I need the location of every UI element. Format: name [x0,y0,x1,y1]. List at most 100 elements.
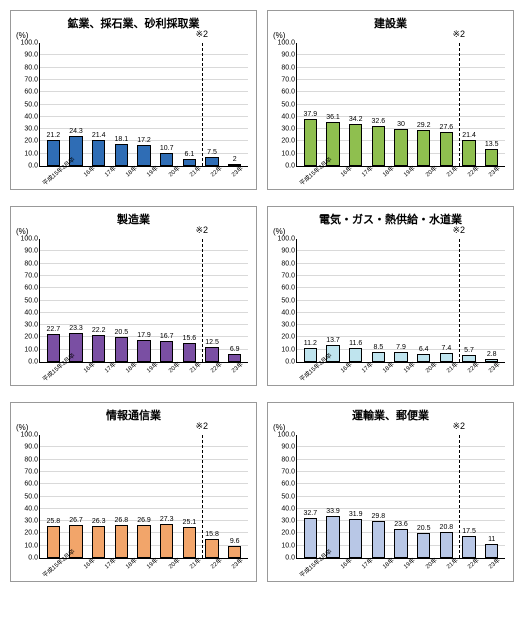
y-tick-label: 50.0 [24,493,40,500]
bar [304,518,317,558]
bar [47,334,60,362]
bar-value-label: 27.6 [440,124,454,131]
bar [440,532,453,558]
x-labels: 平成15年3月卒16年17年18年19年20年21年22年23年 [296,167,505,187]
y-tick-label: 80.0 [24,260,40,267]
bar [462,140,475,166]
bar-wrap: 24.3 [65,43,88,166]
bars-container: 32.733.931.929.823.620.520.817.511 [297,435,505,558]
bar-value-label: 34.2 [349,116,363,123]
bar-value-label: 15.8 [205,531,219,538]
bar [394,529,407,558]
y-tick-label: 90.0 [24,248,40,255]
annotation-text: ※2 [195,421,208,432]
bar-wrap: 31.9 [344,435,367,558]
bar [160,153,173,166]
bar-wrap: 22.7 [42,239,65,362]
bar [137,340,150,362]
y-tick-label: 10.0 [24,542,40,549]
bar [183,527,196,558]
y-tick-label: 50.0 [281,493,297,500]
bar-value-label: 17.5 [462,528,476,535]
bar [304,119,317,166]
bar-value-label: 32.7 [304,510,318,517]
bar-value-label: 31.9 [349,511,363,518]
bar [47,526,60,558]
split-dashed-line [202,43,203,166]
bar-value-label: 29.2 [417,122,431,129]
y-tick-label: 40.0 [281,309,297,316]
bar-value-label: 6.1 [185,151,195,158]
chart-panel: 鉱業、採石業、砂利採取業(%)0.010.020.030.040.050.060… [10,10,257,190]
bar-value-label: 11.2 [304,340,317,347]
bar [47,140,60,166]
bar-value-label: 13.5 [485,141,499,148]
annotation-text: ※2 [195,225,208,236]
bar-value-label: 26.8 [115,517,129,524]
bar-wrap: 17.5 [458,435,481,558]
bar [115,525,128,558]
bar-wrap: 22.2 [87,239,110,362]
bar-wrap: 29.8 [367,435,390,558]
y-tick-label: 20.0 [24,334,40,341]
bar-wrap: 37.9 [299,43,322,166]
y-tick-label: 10.0 [281,346,297,353]
bar-wrap: 26.7 [65,435,88,558]
chart-title: 情報通信業 [11,403,256,424]
chart-panel: 製造業(%)0.010.020.030.040.050.060.070.080.… [10,206,257,386]
bar-wrap: 2 [223,43,246,166]
y-tick-label: 30.0 [24,518,40,525]
bar-value-label: 2.8 [487,351,497,358]
bar-wrap: 23.3 [65,239,88,362]
y-tick-label: 40.0 [281,505,297,512]
bar-wrap: 17.2 [133,43,156,166]
bar-wrap: 6.4 [412,239,435,362]
chart-title: 建設業 [268,11,513,32]
y-tick-label: 80.0 [24,64,40,71]
y-tick-label: 100.0 [277,236,297,243]
bars-container: 11.213.711.68.57.96.47.45.72.8 [297,239,505,362]
y-tick-label: 70.0 [281,76,297,83]
bar-value-label: 8.5 [373,344,383,351]
y-tick-label: 80.0 [281,64,297,71]
y-tick-label: 40.0 [24,113,40,120]
bar-wrap: 20.8 [435,435,458,558]
y-tick-label: 60.0 [24,481,40,488]
bar-value-label: 21.2 [47,132,61,139]
bar [440,132,453,166]
y-tick-label: 30.0 [281,518,297,525]
bar-value-label: 24.3 [69,128,83,135]
bar-value-label: 23.6 [394,521,408,528]
bar-value-label: 21.4 [92,132,106,139]
chart-title: 製造業 [11,207,256,228]
bar-value-label: 26.3 [92,518,106,525]
bar-value-label: 23.3 [69,325,83,332]
y-tick-label: 60.0 [24,89,40,96]
bar-value-label: 26.7 [69,517,83,524]
y-tick-label: 80.0 [281,456,297,463]
plot-area: 0.010.020.030.040.050.060.070.080.090.01… [39,435,248,559]
bar [137,145,150,166]
bar-wrap: 25.1 [178,435,201,558]
bar-wrap: 17.9 [133,239,156,362]
bar-wrap: 8.5 [367,239,390,362]
bar-value-label: 9.6 [230,538,240,545]
y-tick-label: 100.0 [20,40,40,47]
y-tick-label: 70.0 [24,76,40,83]
y-tick-label: 70.0 [24,468,40,475]
bar-value-label: 20.5 [115,329,129,336]
split-dashed-line [202,239,203,362]
bar-value-label: 6.4 [419,346,429,353]
y-tick-label: 10.0 [281,150,297,157]
bar-wrap: 27.6 [435,43,458,166]
chart-title: 運輸業、郵便業 [268,403,513,424]
bar-value-label: 13.7 [326,337,340,344]
bars-container: 21.224.321.418.117.210.76.17.52 [40,43,248,166]
y-tick-label: 90.0 [24,52,40,59]
y-tick-label: 30.0 [281,126,297,133]
y-tick-label: 20.0 [281,530,297,537]
y-tick-label: 90.0 [281,444,297,451]
bar-value-label: 12.5 [205,339,219,346]
y-tick-label: 100.0 [20,432,40,439]
bar-wrap: 26.9 [133,435,156,558]
